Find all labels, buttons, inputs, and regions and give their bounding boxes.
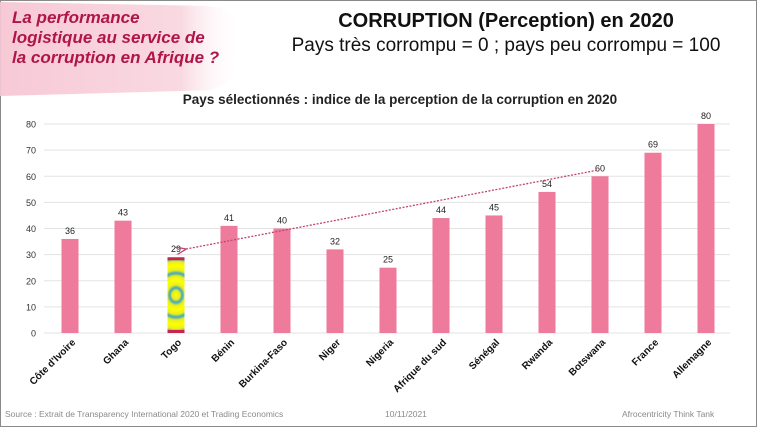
bars	[61, 124, 715, 333]
banner-line: La performance	[12, 8, 140, 27]
x-tick-label: Botswana	[567, 337, 608, 378]
banner-line: la corruption en Afrique ?	[12, 48, 220, 67]
data-label: 41	[224, 213, 234, 223]
bar	[61, 238, 79, 333]
author: Afrocentricity Think Tank	[622, 409, 715, 419]
y-tick-label: 50	[26, 198, 36, 208]
data-label: 69	[648, 140, 658, 150]
y-tick-label: 30	[26, 250, 36, 260]
bar	[432, 218, 450, 333]
x-tick-label: Afrique du sud	[391, 337, 449, 395]
dotted-arrow	[185, 169, 598, 249]
x-tick-label: Côte d'Ivoire	[28, 337, 79, 388]
bar	[273, 228, 291, 333]
x-tick-label: Niger	[317, 337, 343, 363]
banner-line: logistique au service de	[12, 28, 205, 47]
source-note: Source : Extrait de Transparency Interna…	[5, 409, 284, 419]
data-label: 40	[277, 216, 287, 226]
x-tick-label: Allemagne	[671, 337, 715, 381]
data-label: 36	[65, 226, 75, 236]
y-tick-label: 0	[31, 329, 36, 339]
y-tick-label: 60	[26, 172, 36, 182]
x-tick-label: Sénégal	[467, 337, 502, 372]
bar	[591, 176, 609, 333]
banner-brush	[0, 1, 242, 97]
x-tick-label: Togo	[160, 337, 185, 362]
y-axis: 0 10 20 30 40 50 60 70 80	[26, 120, 36, 339]
data-label: 45	[489, 202, 499, 212]
x-tick-label: Burkina-Faso	[237, 337, 290, 390]
y-tick-label: 10	[26, 302, 36, 312]
bar	[114, 220, 132, 333]
data-label: 32	[330, 236, 340, 246]
data-label: 25	[383, 255, 393, 265]
slide-subtitle: Pays très corrompu = 0 ; pays peu corrom…	[291, 35, 721, 56]
bar	[379, 267, 397, 333]
x-tick-label: Bénin	[210, 337, 237, 364]
bar	[697, 124, 715, 333]
x-tick-label: Nigeria	[364, 337, 396, 369]
x-tick-label: Rwanda	[520, 337, 555, 372]
x-tick-label: Ghana	[101, 337, 131, 367]
slide-title: CORRUPTION (Perception) en 2020	[338, 10, 674, 32]
y-tick-label: 40	[26, 224, 36, 234]
data-labels: 36 43 29 41 40 32 25 44 45 54 60 69 80	[65, 111, 711, 265]
data-label: 43	[118, 208, 128, 218]
data-label: 44	[436, 205, 446, 215]
annotations	[185, 169, 598, 249]
bar-highlighted	[167, 260, 185, 330]
data-label: 80	[701, 111, 711, 121]
bar	[485, 215, 503, 333]
date: 10/11/2021	[385, 409, 427, 419]
y-tick-label: 20	[26, 276, 36, 286]
x-tick-label: France	[630, 337, 661, 368]
y-tick-label: 70	[26, 146, 36, 156]
chart-title: Pays sélectionnés : indice de la percept…	[182, 92, 618, 107]
data-label: 54	[542, 179, 552, 189]
y-tick-label: 80	[26, 120, 36, 130]
bar	[538, 191, 556, 333]
data-label: 60	[595, 163, 605, 173]
bar	[220, 225, 238, 333]
bar	[326, 249, 344, 333]
bar	[644, 152, 662, 333]
data-label: 29	[171, 244, 181, 254]
x-axis: Côte d'Ivoire Ghana Togo Bénin Burkina-Faso N…	[28, 337, 715, 395]
banner-question: La performance logistique au service de …	[12, 8, 219, 68]
